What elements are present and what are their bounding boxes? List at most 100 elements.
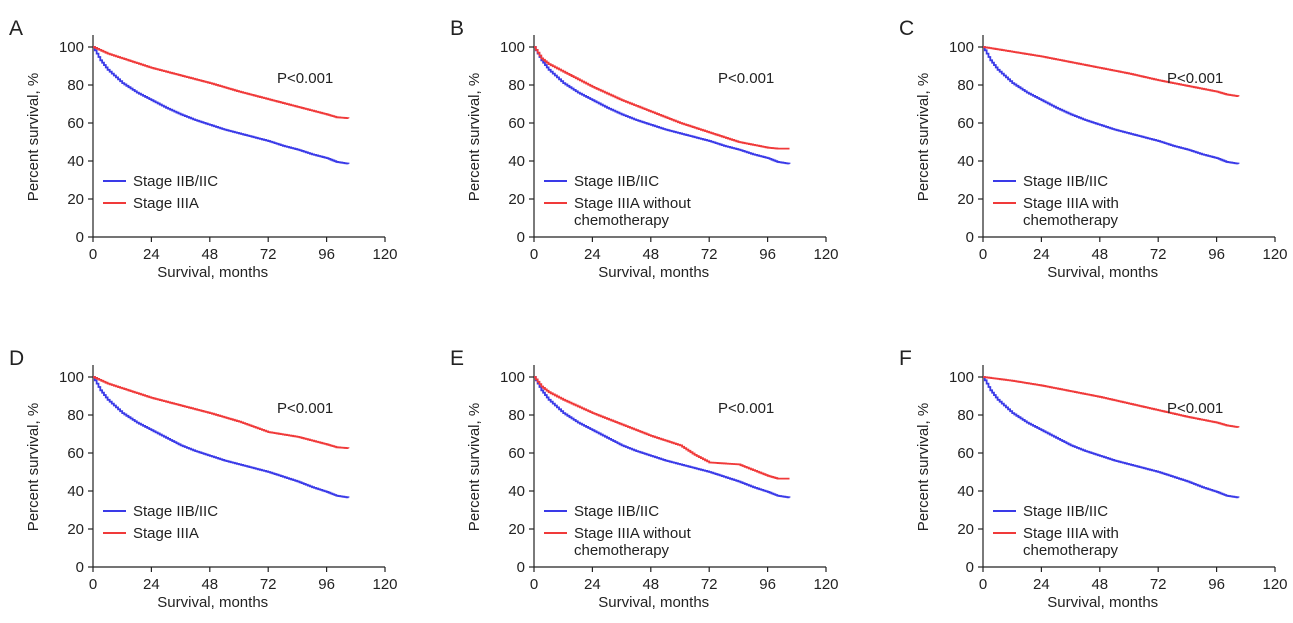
y-tick-label: 40 <box>67 483 84 500</box>
y-tick-label: 40 <box>957 483 974 500</box>
y-tick-label: 80 <box>957 77 974 94</box>
x-tick-label: 48 <box>201 246 218 263</box>
series-line-stage-iiia <box>534 376 790 480</box>
x-tick-label: 48 <box>642 246 659 263</box>
y-axis-title: Percent survival, % <box>466 73 483 201</box>
p-value-label: P<0.001 <box>718 400 774 417</box>
y-tick-label: 40 <box>508 153 525 170</box>
y-tick-label: 40 <box>508 483 525 500</box>
x-tick-label: 24 <box>1033 246 1050 263</box>
x-tick-label: 0 <box>979 576 987 593</box>
panel-a: A 0 20 40 60 80 100 0 24 48 72 96 120 Survival, month… <box>9 17 398 281</box>
panel-letter: E <box>450 347 464 370</box>
y-tick-label: 20 <box>67 191 84 208</box>
x-tick-label: 0 <box>979 246 987 263</box>
legend-label: Stage IIIA without chemotherapy <box>574 525 692 559</box>
x-tick-label: 120 <box>372 246 397 263</box>
y-tick-label: 100 <box>949 369 974 386</box>
y-tick-label: 0 <box>966 559 974 576</box>
panel-f: F 0 20 40 60 80 100 0 24 48 72 96 120 Survival, month… <box>899 347 1288 611</box>
x-tick-label: 24 <box>143 246 160 263</box>
series-line-stage-iib-iic <box>534 376 791 499</box>
y-axis-title: Percent survival, % <box>915 403 932 531</box>
legend-label: Stage IIIA without chemotherapy <box>574 195 692 229</box>
x-tick-label: 96 <box>1208 246 1225 263</box>
p-value-label: P<0.001 <box>1167 70 1223 87</box>
x-tick-label: 24 <box>143 576 160 593</box>
series-line-stage-iib-iic <box>983 376 1240 499</box>
legend-label: Stage IIB/IIC <box>1023 503 1108 520</box>
x-tick-label: 24 <box>584 576 601 593</box>
x-tick-label: 120 <box>1262 576 1287 593</box>
p-value-label: P<0.001 <box>277 400 333 417</box>
x-tick-label: 72 <box>701 576 718 593</box>
series-line-stage-iiia <box>93 376 350 449</box>
legend-label: Stage IIB/IIC <box>574 503 659 520</box>
series-line-stage-iiia <box>534 46 790 150</box>
legend-label: Stage IIIA <box>133 195 199 212</box>
y-tick-label: 60 <box>67 115 84 132</box>
y-tick-label: 60 <box>67 445 84 462</box>
legend-label: Stage IIB/IIC <box>133 503 218 520</box>
y-tick-label: 100 <box>59 39 84 56</box>
x-tick-label: 48 <box>1091 576 1108 593</box>
y-tick-label: 0 <box>966 229 974 246</box>
y-tick-label: 20 <box>957 191 974 208</box>
x-tick-label: 48 <box>642 576 659 593</box>
series-line-stage-iib-iic <box>93 376 350 499</box>
x-tick-label: 24 <box>1033 576 1050 593</box>
series-line-stage-iiia <box>983 376 1240 428</box>
y-tick-label: 0 <box>76 229 84 246</box>
legend-label: Stage IIB/IIC <box>133 173 218 190</box>
y-tick-label: 80 <box>67 407 84 424</box>
legend-label: Stage IIIA <box>133 525 199 542</box>
x-tick-label: 72 <box>1150 246 1167 263</box>
series-line-stage-iiia <box>983 46 1240 97</box>
x-axis-title: Survival, months <box>1047 264 1158 281</box>
panel-letter: A <box>9 17 23 40</box>
y-tick-label: 60 <box>957 445 974 462</box>
x-axis-title: Survival, months <box>157 594 268 611</box>
p-value-label: P<0.001 <box>718 70 774 87</box>
legend-label: Stage IIIA with chemotherapy <box>1023 195 1119 229</box>
legend-label: Stage IIB/IIC <box>1023 173 1108 190</box>
y-axis-title: Percent survival, % <box>466 403 483 531</box>
panel-letter: C <box>899 17 914 40</box>
y-axis-title: Percent survival, % <box>25 403 42 531</box>
x-axis-title: Survival, months <box>598 264 709 281</box>
x-tick-label: 96 <box>759 576 776 593</box>
y-tick-label: 20 <box>67 521 84 538</box>
x-tick-label: 96 <box>318 576 335 593</box>
y-axis-title: Percent survival, % <box>25 73 42 201</box>
y-axis-title: Percent survival, % <box>915 73 932 201</box>
x-tick-label: 120 <box>813 576 838 593</box>
panel-letter: D <box>9 347 24 370</box>
x-axis-title: Survival, months <box>157 264 268 281</box>
y-tick-label: 80 <box>508 77 525 94</box>
series-line-stage-iib-iic <box>534 46 791 165</box>
y-tick-label: 60 <box>957 115 974 132</box>
y-tick-label: 0 <box>517 229 525 246</box>
y-tick-label: 100 <box>500 369 525 386</box>
x-tick-label: 96 <box>318 246 335 263</box>
y-tick-label: 80 <box>508 407 525 424</box>
x-tick-label: 120 <box>1262 246 1287 263</box>
y-tick-label: 100 <box>500 39 525 56</box>
x-tick-label: 0 <box>89 576 97 593</box>
x-tick-label: 72 <box>1150 576 1167 593</box>
y-tick-label: 0 <box>517 559 525 576</box>
series-line-stage-iiia <box>93 46 350 119</box>
x-tick-label: 120 <box>372 576 397 593</box>
y-tick-label: 20 <box>508 521 525 538</box>
p-value-label: P<0.001 <box>1167 400 1223 417</box>
x-tick-label: 48 <box>201 576 218 593</box>
y-tick-label: 100 <box>949 39 974 56</box>
x-tick-label: 72 <box>260 576 277 593</box>
x-tick-label: 96 <box>1208 576 1225 593</box>
x-tick-label: 0 <box>530 576 538 593</box>
panel-e: E 0 20 40 60 80 100 0 24 48 72 96 120 Survival, month… <box>450 347 839 611</box>
y-tick-label: 20 <box>508 191 525 208</box>
panel-d: D 0 20 40 60 80 100 0 24 48 72 96 120 Survival, month… <box>9 347 398 611</box>
y-tick-label: 40 <box>67 153 84 170</box>
